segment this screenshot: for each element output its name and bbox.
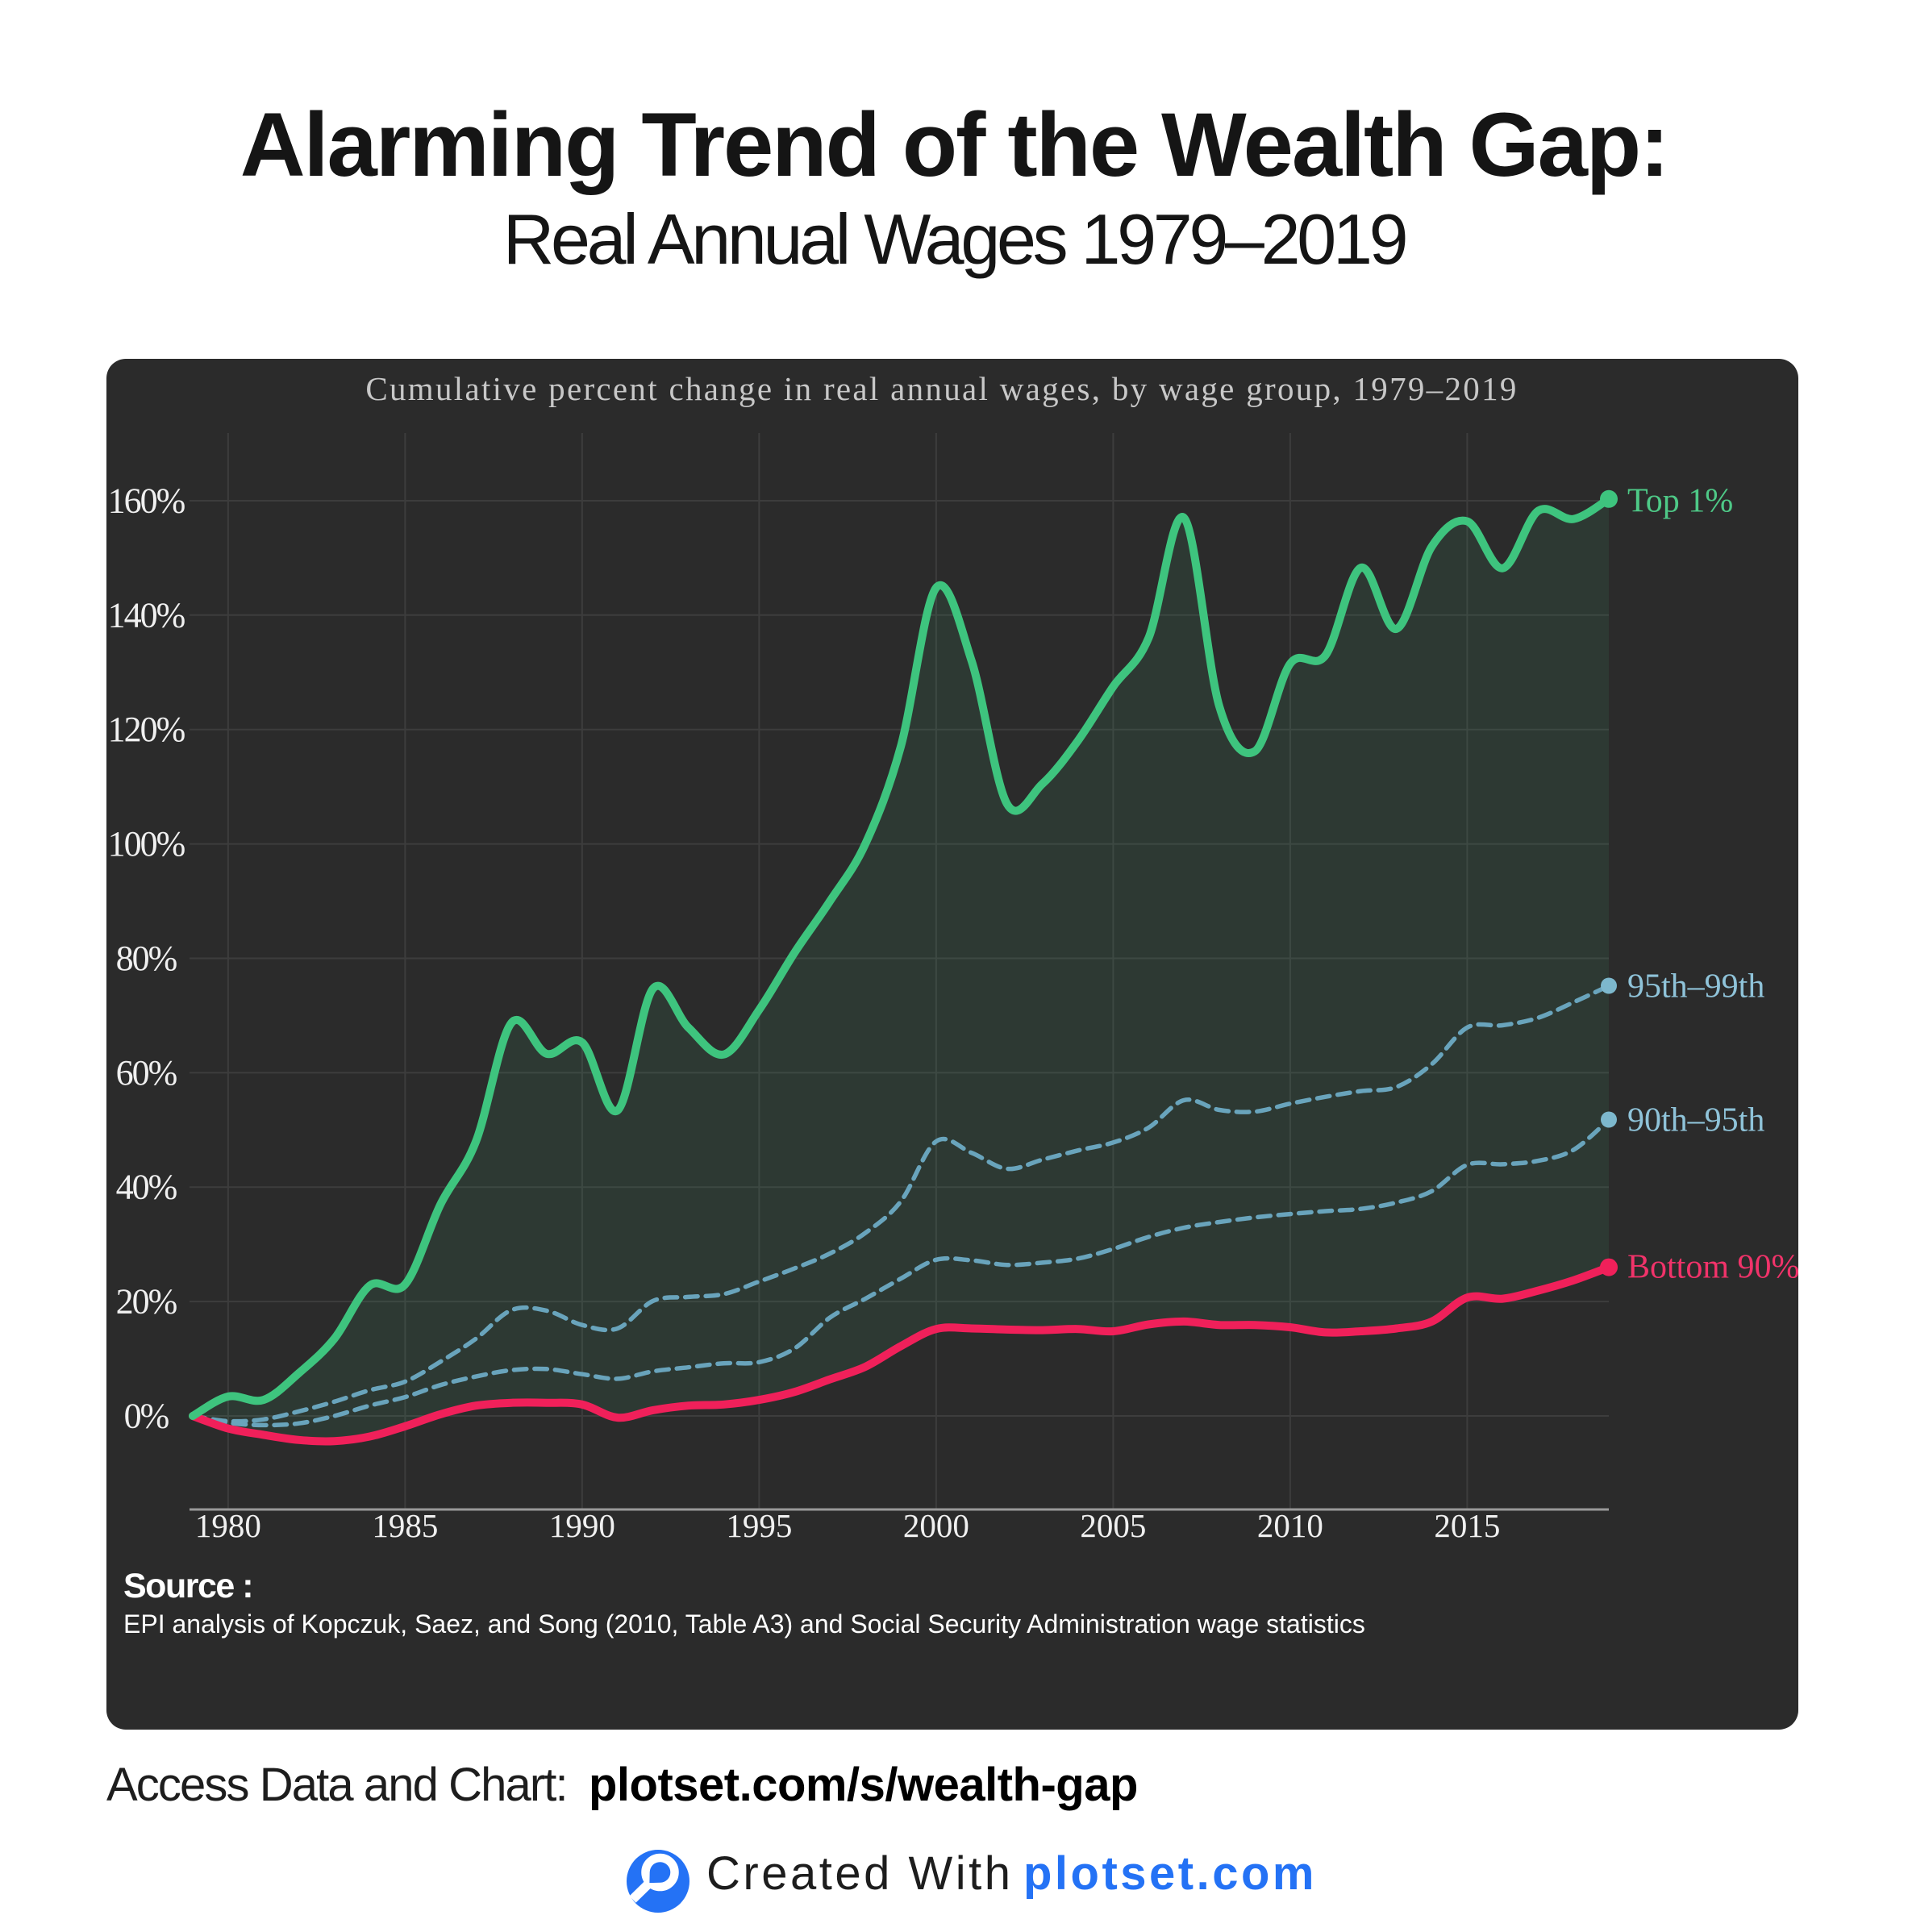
svg-text:0%: 0%	[124, 1397, 169, 1436]
svg-text:100%: 100%	[108, 824, 185, 864]
svg-text:2005: 2005	[1080, 1507, 1146, 1544]
svg-text:Bottom 90%: Bottom 90%	[1627, 1249, 1798, 1286]
svg-text:80%: 80%	[116, 939, 177, 978]
svg-text:90th–95th: 90th–95th	[1627, 1101, 1764, 1139]
svg-text:95th–99th: 95th–99th	[1627, 968, 1764, 1005]
svg-text:1990: 1990	[549, 1507, 615, 1544]
svg-text:160%: 160%	[108, 481, 185, 521]
svg-text:20%: 20%	[116, 1282, 177, 1322]
svg-text:2010: 2010	[1257, 1507, 1323, 1544]
svg-text:120%: 120%	[108, 710, 185, 749]
svg-text:1995: 1995	[726, 1507, 792, 1544]
svg-text:Source :: Source :	[123, 1567, 252, 1605]
svg-text:1980: 1980	[195, 1507, 261, 1544]
svg-text:140%: 140%	[108, 595, 185, 635]
svg-text:Top 1%: Top 1%	[1627, 483, 1733, 520]
svg-text:40%: 40%	[116, 1168, 177, 1207]
svg-text:2015: 2015	[1434, 1507, 1500, 1544]
svg-text:EPI analysis of Kopczuk, Saez,: EPI analysis of Kopczuk, Saez, and Song …	[123, 1609, 1365, 1638]
svg-text:60%: 60%	[116, 1053, 177, 1093]
svg-text:2000: 2000	[903, 1507, 969, 1544]
svg-text:1985: 1985	[372, 1507, 438, 1544]
svg-text:Cumulative percent change in r: Cumulative percent change in real annual…	[365, 370, 1518, 407]
